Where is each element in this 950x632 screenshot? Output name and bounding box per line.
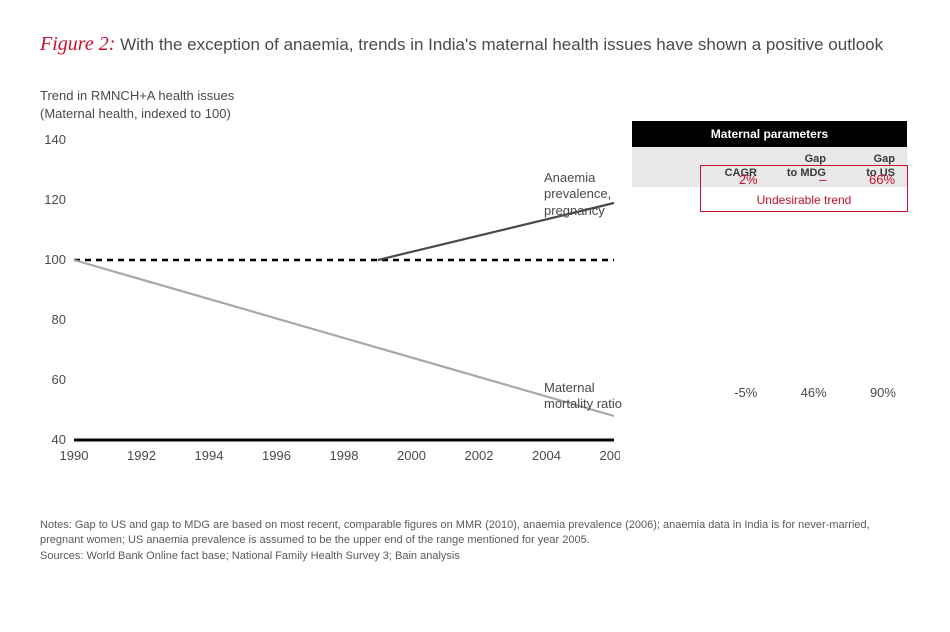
parameters-panel: Maternal parameters CAGR Gapto MDG Gapto… [632, 87, 907, 187]
chart-subtitle-l1: Trend in RMNCH+A health issues [40, 88, 234, 103]
svg-text:1998: 1998 [330, 448, 359, 463]
footer-notes: Notes: Gap to US and gap to MDG are base… [40, 518, 910, 564]
svg-text:2002: 2002 [465, 448, 494, 463]
line-chart: 40 60 80 100 120 140 1990 1992 1994 1996 1998 2000 2… [40, 130, 620, 498]
mmr-cagr: -5% [700, 385, 769, 400]
svg-text:1996: 1996 [262, 448, 291, 463]
svg-text:140: 140 [44, 132, 66, 147]
sources-text: Sources: World Bank Online fact base; Na… [40, 549, 910, 564]
notes-text: Notes: Gap to US and gap to MDG are base… [40, 518, 910, 549]
mmr-gap-us: 90% [839, 385, 908, 400]
mmr-row: -5% 46% 90% [700, 385, 908, 400]
figure-title-text: With the exception of anaemia, trends in… [120, 35, 883, 54]
anaemia-gap-mdg: – [770, 172, 839, 187]
panel-header: Maternal parameters [632, 121, 907, 147]
chart-left: Trend in RMNCH+A health issues (Maternal… [40, 87, 620, 498]
svg-text:1994: 1994 [195, 448, 224, 463]
anaemia-cagr: 2% [701, 172, 770, 187]
figure-label: Figure 2: [40, 33, 115, 55]
svg-text:40: 40 [52, 432, 66, 447]
chart-subtitle: Trend in RMNCH+A health issues (Maternal… [40, 87, 620, 122]
svg-text:2000: 2000 [397, 448, 426, 463]
mmr-gap-mdg: 46% [769, 385, 838, 400]
anaemia-gap-us: 66% [838, 172, 907, 187]
chart-subtitle-l2: (Maternal health, indexed to 100) [40, 106, 231, 121]
series-label-anaemia: Anaemia prevalence, pregnancy [544, 170, 624, 219]
svg-text:1992: 1992 [127, 448, 156, 463]
chart-area: Trend in RMNCH+A health issues (Maternal… [40, 87, 910, 498]
svg-text:100: 100 [44, 252, 66, 267]
svg-text:2004: 2004 [532, 448, 561, 463]
svg-text:1990: 1990 [60, 448, 89, 463]
anaemia-row: 2% – 66% Undesirable trend [700, 165, 908, 212]
figure-title: Figure 2: With the exception of anaemia,… [40, 30, 910, 59]
svg-text:80: 80 [52, 312, 66, 327]
svg-text:60: 60 [52, 372, 66, 387]
svg-text:120: 120 [44, 192, 66, 207]
undesirable-note: Undesirable trend [701, 193, 907, 207]
series-label-mmr: Maternal mortality ratio [544, 380, 624, 413]
svg-text:2006: 2006 [600, 448, 620, 463]
